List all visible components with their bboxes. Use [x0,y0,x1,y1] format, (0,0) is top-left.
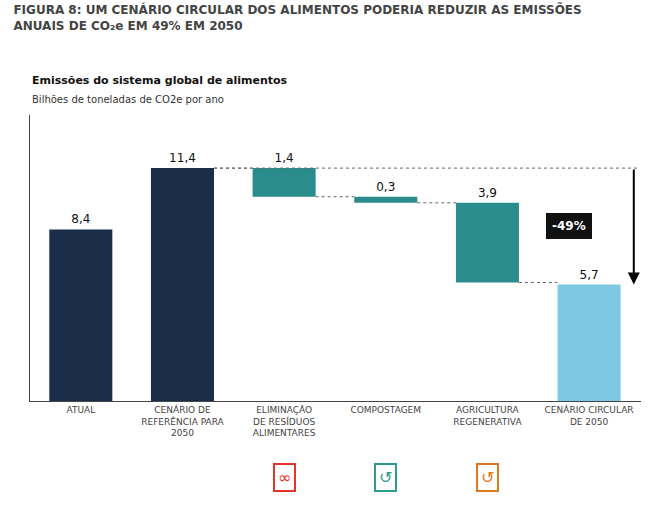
svg-text:1,4: 1,4 [275,151,294,165]
svg-text:Bilhões de toneladas de CO2e p: Bilhões de toneladas de CO2e por ano [32,94,224,105]
svg-text:ELIMINAÇÃODE RESÍDUOSALIMENTAR: ELIMINAÇÃODE RESÍDUOSALIMENTARES [253,405,316,438]
svg-text:0,3: 0,3 [376,180,395,194]
svg-text:↺: ↺ [481,468,494,487]
svg-text:AGRICULTURAREGENERATIVA: AGRICULTURAREGENERATIVA [453,405,522,427]
svg-text:5,7: 5,7 [580,268,599,282]
svg-text:↺: ↺ [379,468,392,487]
svg-text:Emissões do sistema global de: Emissões do sistema global de alimentos [32,74,288,87]
svg-text:11,4: 11,4 [169,151,196,165]
svg-text:FIGURA 8: UM CENÁRIO CIRCULAR: FIGURA 8: UM CENÁRIO CIRCULAR DOS ALIMEN… [13,2,581,33]
svg-text:CENÁRIO CIRCULARDE 2050: CENÁRIO CIRCULARDE 2050 [545,404,634,427]
svg-text:3,9: 3,9 [478,186,497,200]
svg-text:COMPOSTAGEM: COMPOSTAGEM [350,405,421,415]
svg-text:8,4: 8,4 [71,212,90,226]
svg-text:ATUAL: ATUAL [66,405,95,415]
svg-text:-49%: -49% [552,219,586,233]
svg-text:CENÁRIO DEREFERÊNCIA PARA2050: CENÁRIO DEREFERÊNCIA PARA2050 [141,404,224,438]
svg-text:∞: ∞ [278,468,291,487]
